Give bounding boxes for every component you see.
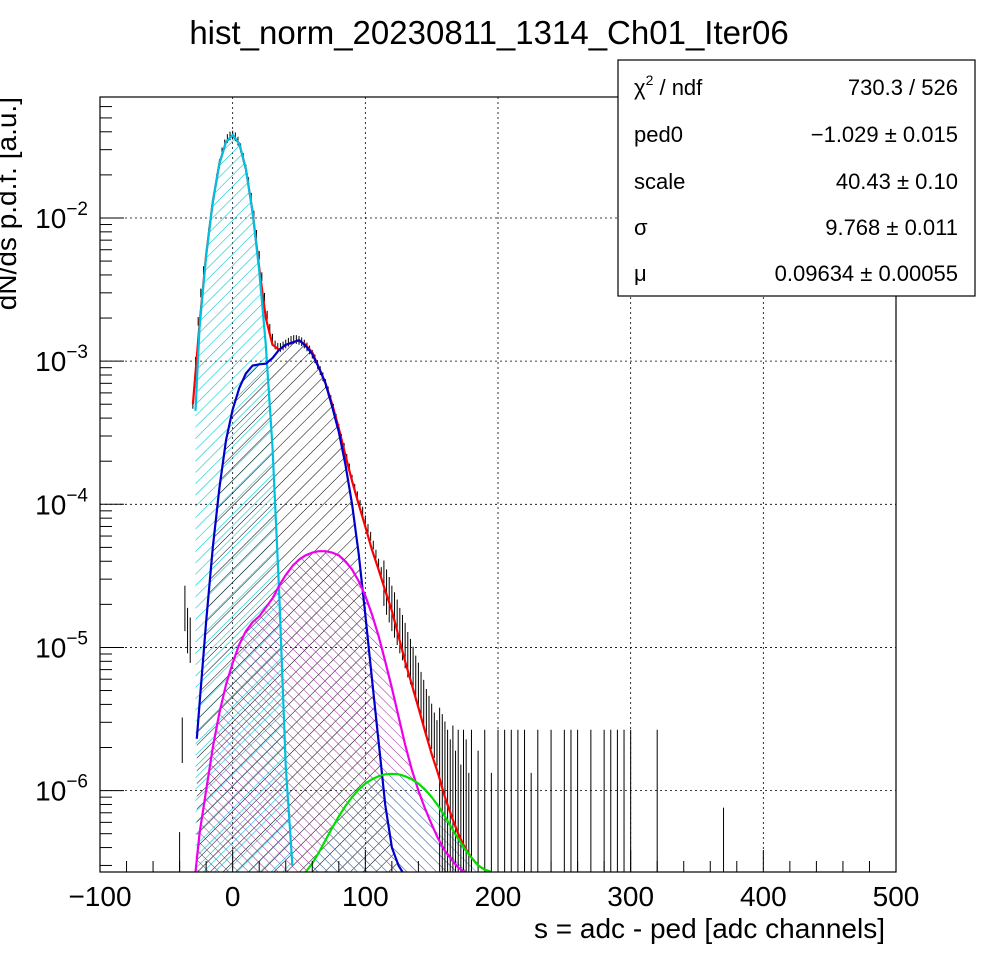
stats-label: μ xyxy=(634,261,647,286)
x-tick-label: 300 xyxy=(607,881,654,912)
stats-value: 9.768 ± 0.011 xyxy=(825,215,958,240)
y-axis-title: dN/ds p.d.f. [a.u.] xyxy=(0,97,22,310)
x-axis: −100 0 100 200 300 400 500 xyxy=(68,850,919,912)
y-tick-label: 10−4 xyxy=(35,485,88,520)
chart-title: hist_norm_20230811_1314_Ch01_Iter06 xyxy=(189,14,788,51)
y-tick-label: 10−3 xyxy=(35,342,88,377)
y-tick-label: 10−5 xyxy=(35,628,88,663)
stats-box-frame xyxy=(617,59,976,297)
stats-value: 40.43 ± 0.10 xyxy=(836,169,958,194)
x-tick-label: 0 xyxy=(225,881,241,912)
stats-box: χ2 / ndf 730.3 / 526 ped0 −1.029 ± 0.015 sca… xyxy=(617,59,976,297)
curve-pedestal xyxy=(194,133,294,866)
fit-curves xyxy=(191,133,492,872)
stats-label: σ xyxy=(634,215,648,240)
stats-value: 0.09634 ± 0.00055 xyxy=(775,261,958,286)
x-tick-label: −100 xyxy=(68,881,131,912)
stats-label: χ2 / ndf xyxy=(634,72,703,100)
curve-2pe xyxy=(194,550,466,872)
x-axis-title: s = adc - ped [adc channels] xyxy=(534,913,885,944)
stats-label: ped0 xyxy=(634,122,683,147)
y-tick-label: 10−6 xyxy=(35,772,88,807)
stats-value: 730.3 / 526 xyxy=(848,75,958,100)
x-tick-label: 200 xyxy=(475,881,522,912)
y-tick-label: 10−2 xyxy=(35,199,88,234)
x-tick-label: 500 xyxy=(873,881,920,912)
x-tick-label: 100 xyxy=(342,881,389,912)
stats-label: scale xyxy=(634,169,685,194)
y-axis: 10−6 10−5 10−4 10−3 10−2 xyxy=(35,96,124,866)
curve-3pe xyxy=(304,772,492,872)
x-tick-label: 400 xyxy=(740,881,787,912)
stats-value: −1.029 ± 0.015 xyxy=(811,122,958,147)
curve-1pe xyxy=(195,339,404,872)
